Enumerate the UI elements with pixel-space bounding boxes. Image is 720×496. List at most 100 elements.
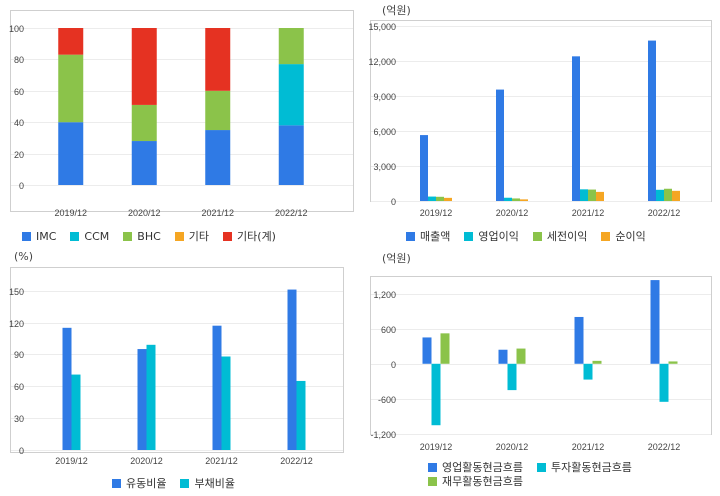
legend-swatch <box>464 231 474 241</box>
legend-label: IMC <box>36 229 57 243</box>
chart3-ytick-label: 0 <box>19 446 24 456</box>
chart4-bar <box>516 348 526 364</box>
legend-item: BHC <box>123 229 161 243</box>
legend-swatch <box>174 231 184 241</box>
chart2-bar <box>656 189 664 201</box>
chart4-xtick-label: 2019/12 <box>420 442 453 452</box>
chart2-xtick-label: 2021/12 <box>572 208 605 218</box>
chart2-xtick-label: 2022/12 <box>648 208 681 218</box>
chart2-ytick-label: 3,000 <box>373 162 396 172</box>
legend-item: 순이익 <box>601 229 646 243</box>
legend-label: BHC <box>137 229 161 243</box>
chart2-bar <box>596 191 604 201</box>
chart1-ytick-label: 80 <box>14 55 24 65</box>
chart3-ytick-label: 90 <box>14 350 24 360</box>
chart3-legend: 유동비율 부채비율 <box>112 476 332 490</box>
legend-swatch <box>112 478 121 488</box>
chart4-bar <box>668 361 678 364</box>
chart3-xtick-label: 2019/12 <box>55 456 88 466</box>
chart1-bar <box>131 104 157 142</box>
legend-swatch <box>601 231 611 241</box>
chart3-bar <box>212 325 222 450</box>
legend-swatch <box>428 462 437 472</box>
chart1-bar <box>205 90 231 131</box>
chart2-ytick-label: 15,000 <box>368 22 396 32</box>
legend-item: 기타 <box>174 229 209 243</box>
chart1-legend: IMC CCM BHC 기타 기타(계) <box>22 229 362 243</box>
chart1-ytick-label: 20 <box>14 150 24 160</box>
legend-item: 매출액 <box>406 229 450 243</box>
chart3-xtick-label: 2022/12 <box>280 456 313 466</box>
legend-swatch <box>22 231 31 241</box>
chart1-bar <box>205 28 231 91</box>
chart1-ytick-label: 0 <box>19 181 24 191</box>
chart1-bar <box>278 125 304 185</box>
chart3-ytick-label: 30 <box>14 414 24 424</box>
chart4-bar <box>422 337 432 364</box>
chart4-bar <box>431 363 441 426</box>
chart1-xtick-label: 2022/12 <box>275 208 308 218</box>
legend-label: CCM <box>84 229 110 243</box>
chart4-ytick-label: 600 <box>381 325 396 335</box>
chart4-bar <box>592 360 602 364</box>
legend-swatch <box>180 478 190 488</box>
legend-item: 재무활동현금흐름 <box>428 474 523 488</box>
legend-item: 세전이익 <box>532 229 588 243</box>
chart1-bar <box>131 28 157 105</box>
legend-label: 매출액 <box>420 230 451 243</box>
chart1-bar <box>278 64 304 126</box>
chart4-bar <box>507 363 517 391</box>
chart1-ytick-label: 60 <box>14 87 24 97</box>
chart4-xtick-label: 2022/12 <box>648 442 681 452</box>
chart2-xtick-label: 2020/12 <box>496 208 529 218</box>
chart2-ytick-label: 6,000 <box>373 127 396 137</box>
chart2-bar <box>420 135 428 201</box>
chart1-bar <box>58 54 84 123</box>
legend-label: 기타(계) <box>237 230 276 243</box>
legend-label: 세전이익 <box>546 230 588 243</box>
chart3-ytick-label: 60 <box>14 382 24 392</box>
legend-label: 순이익 <box>615 230 646 243</box>
chart3-ytick-label: 150 <box>9 287 24 297</box>
legend-label: 투자활동현금흐름 <box>550 461 632 474</box>
chart2-bar <box>512 198 520 201</box>
chart1-bar <box>205 130 231 185</box>
chart4-bar <box>440 333 450 364</box>
chart1-ytick-label: 100 <box>9 24 24 34</box>
chart2-bar <box>588 189 596 201</box>
chart2-legend: 매출액 영업이익 세전이익 순이익 <box>406 229 706 243</box>
chart4-bar <box>650 280 660 364</box>
chart2-unit-label: (억원) <box>382 4 411 17</box>
chart4-ytick-label: -1,200 <box>370 430 396 440</box>
chart2-bar <box>436 196 444 201</box>
chart3-bar <box>62 327 72 450</box>
legend-swatch <box>536 462 546 472</box>
chart4-unit-label: (억원) <box>382 252 411 265</box>
chart2-ytick-label: 12,000 <box>368 57 396 67</box>
legend-item: 부채비율 <box>180 476 235 490</box>
chart1-xtick-label: 2020/12 <box>128 208 161 218</box>
legend-swatch <box>428 476 437 486</box>
legend-item: 영업이익 <box>464 229 519 243</box>
legend-swatch <box>70 231 80 241</box>
chart3-bar <box>296 380 306 450</box>
legend-label: 영업활동현금흐름 <box>442 461 523 474</box>
chart1-bar <box>58 28 84 55</box>
chart1-ytick-label: 40 <box>14 118 24 128</box>
chart2-bar <box>648 40 656 202</box>
chart3-bar <box>221 356 231 450</box>
chart2-ytick-label: 9,000 <box>373 92 396 102</box>
chart4-ytick-label: 1,200 <box>373 290 396 300</box>
chart3-unit-label: (%) <box>14 250 34 263</box>
legend-item: 기타(계) <box>223 229 276 243</box>
chart4-bar <box>498 349 508 364</box>
chart1-bar <box>278 28 304 65</box>
legend-item: 영업활동현금흐름 <box>428 460 523 474</box>
chart1-bar <box>131 141 157 185</box>
chart2-bar <box>672 190 680 201</box>
chart3-xtick-label: 2021/12 <box>205 456 238 466</box>
chart1-xtick-label: 2021/12 <box>201 208 234 218</box>
chart3-bar <box>137 349 147 450</box>
chart4-frame <box>370 276 712 435</box>
